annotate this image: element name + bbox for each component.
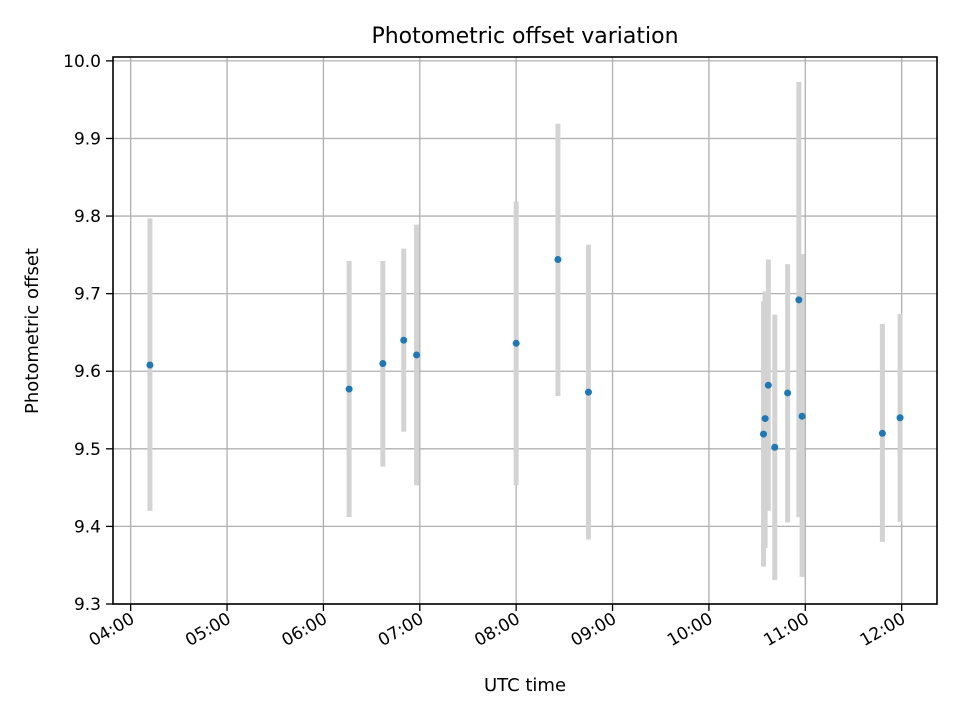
- data-point: [413, 351, 421, 359]
- data-points: [146, 256, 904, 451]
- y-axis-ticks: 9.3 9.4 9.5 9.6 9.7 9.8 9.9 10.0: [63, 52, 113, 615]
- y-tick-label: 9.5: [74, 440, 101, 460]
- chart-title: Photometric offset variation: [371, 24, 678, 49]
- data-point: [400, 336, 408, 344]
- data-point: [764, 381, 772, 389]
- y-tick-label: 9.8: [74, 207, 101, 227]
- data-point: [798, 412, 806, 420]
- data-point: [512, 339, 520, 347]
- data-point: [345, 385, 353, 393]
- y-tick-label: 9.4: [74, 517, 101, 537]
- data-point: [771, 443, 779, 451]
- x-axis-label: UTC time: [484, 675, 566, 696]
- y-axis-label: Photometric offset: [22, 248, 43, 414]
- data-point: [584, 388, 592, 396]
- data-point: [760, 430, 768, 438]
- plot-frame: [112, 56, 938, 605]
- data-point: [878, 429, 886, 437]
- data-point: [554, 256, 562, 264]
- y-tick-label: 9.9: [74, 129, 101, 149]
- data-point: [795, 296, 803, 304]
- y-tick-label: 10.0: [63, 52, 101, 72]
- data-point: [784, 389, 792, 397]
- data-point: [761, 415, 769, 423]
- data-point: [379, 359, 387, 367]
- y-tick-label: 9.3: [74, 595, 101, 615]
- data-point: [146, 361, 154, 369]
- data-point: [896, 414, 904, 422]
- y-tick-label: 9.6: [74, 362, 101, 382]
- y-tick-label: 9.7: [74, 285, 101, 305]
